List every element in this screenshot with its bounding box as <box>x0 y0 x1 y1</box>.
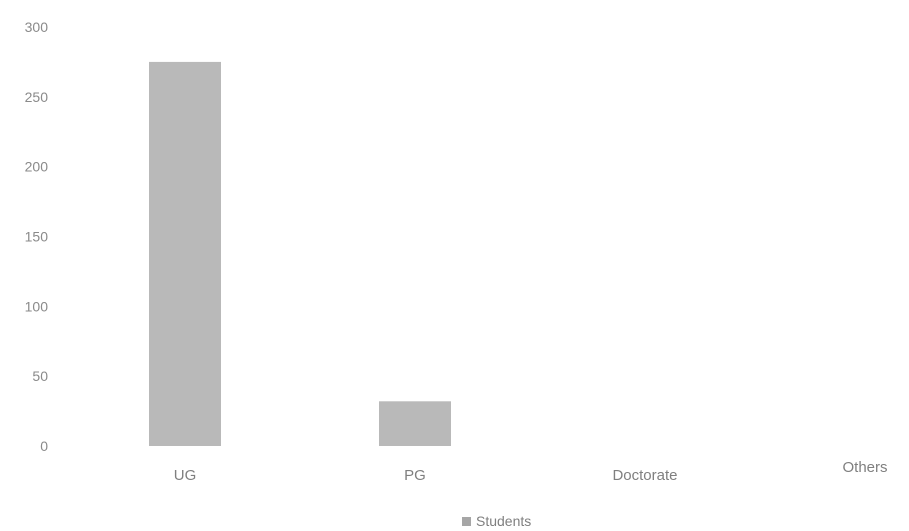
x-axis: UG PG Doctorate Others <box>174 459 888 484</box>
x-category-label: Others <box>842 459 887 476</box>
y-tick-label: 100 <box>25 298 49 314</box>
y-tick-label: 200 <box>25 159 49 175</box>
bar-ug <box>149 61 221 447</box>
bar-pg <box>379 401 451 446</box>
y-tick-label: 300 <box>25 19 49 35</box>
y-tick-label: 50 <box>32 368 48 384</box>
y-tick-label: 250 <box>25 89 49 105</box>
legend: Students <box>462 513 531 529</box>
x-category-label: PG <box>404 467 426 484</box>
y-axis: 0 50 100 150 200 250 300 <box>25 19 49 454</box>
legend-marker-students <box>462 517 471 526</box>
x-category-label: UG <box>174 467 197 484</box>
bars <box>149 61 451 447</box>
y-tick-label: 0 <box>40 438 48 454</box>
x-category-label: Doctorate <box>612 467 677 484</box>
y-tick-label: 150 <box>25 229 49 245</box>
legend-label-students: Students <box>476 513 531 529</box>
